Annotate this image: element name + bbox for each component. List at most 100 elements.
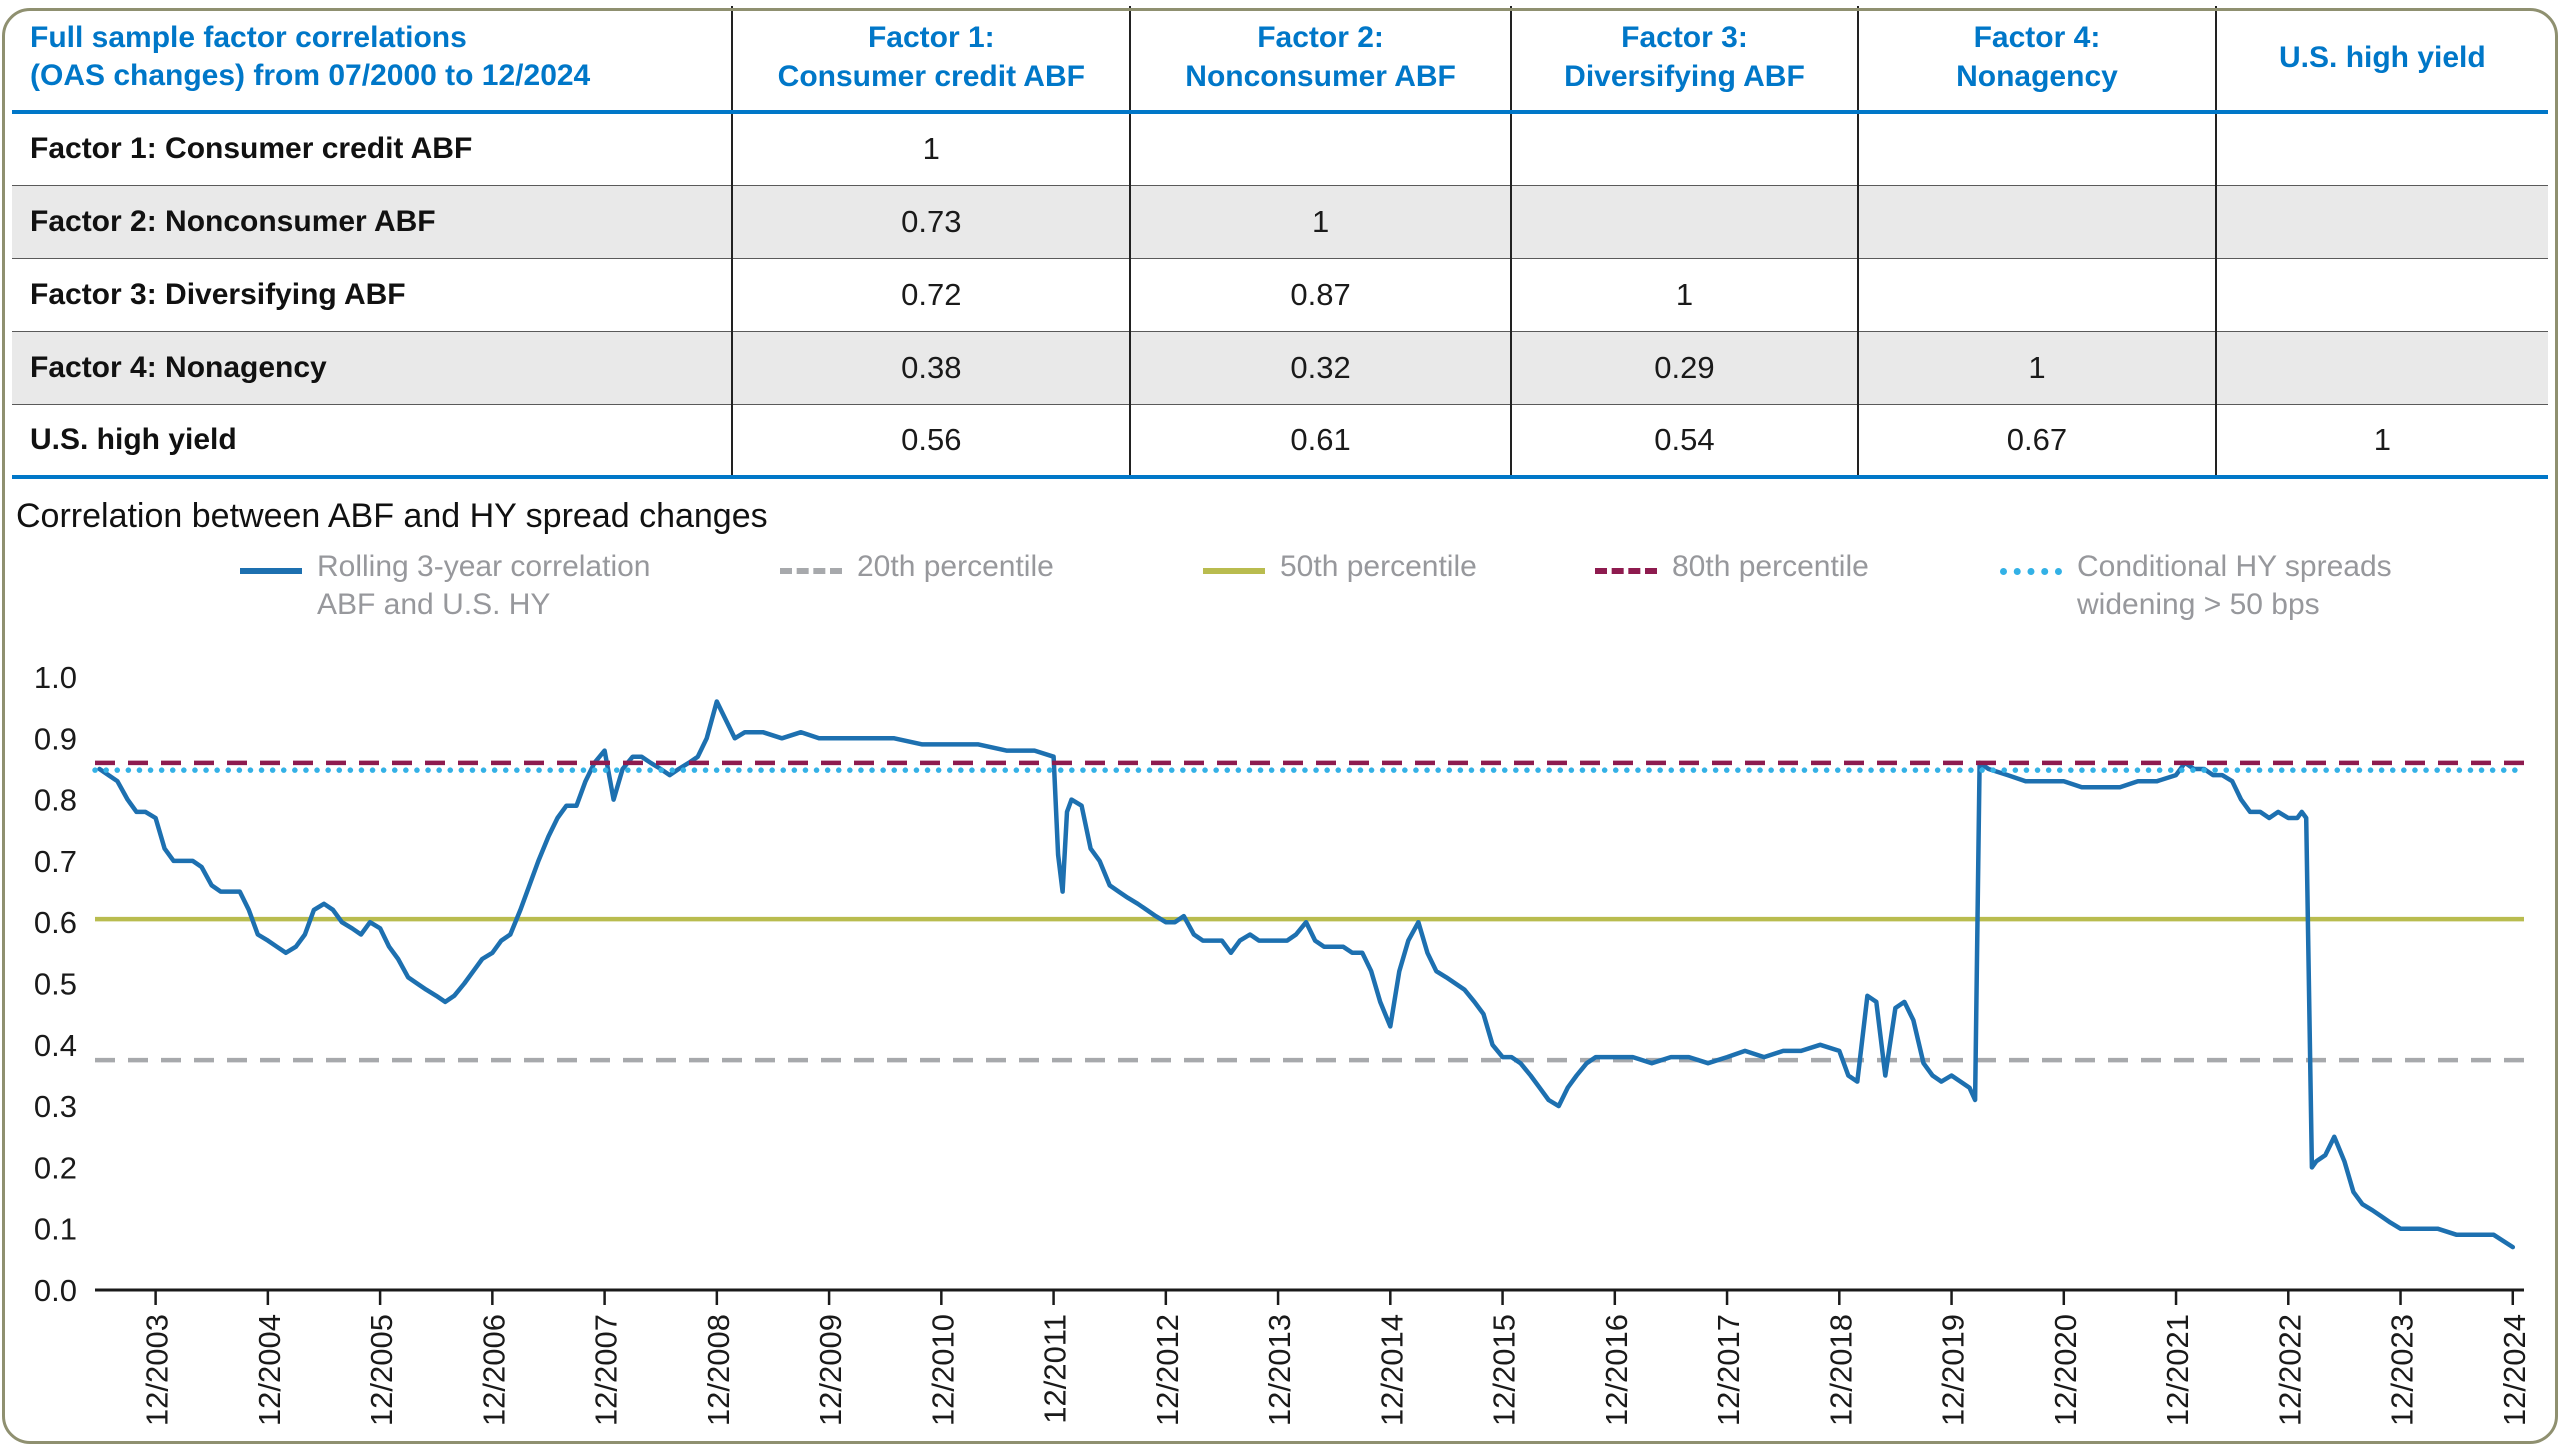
table-row: Factor 4: Nonagency 0.38 0.32 0.29 1	[12, 331, 2548, 404]
legend-swatch-dotted-icon	[2000, 568, 2062, 575]
legend-label-line: widening > 50 bps	[2077, 588, 2320, 622]
x-tick-label: 12/2024	[2497, 1314, 2532, 1426]
legend-item-3: 80th percentile	[1595, 548, 1869, 586]
col-header-line: Factor 1:	[867, 21, 995, 54]
chart-legend: Rolling 3-year correlation ABF and U.S. H…	[0, 548, 2560, 652]
col-header-1: Factor 1: Consumer credit ABF	[731, 6, 1131, 112]
col-header-4: Factor 4: Nonagency	[1857, 6, 2216, 112]
y-tick-label: 0.3	[34, 1089, 77, 1124]
x-tick-label: 12/2023	[2385, 1314, 2420, 1426]
legend-item-2: 50th percentile	[1203, 548, 1477, 586]
corr-cell: 0.72	[731, 258, 1131, 331]
row-label: Factor 1: Consumer credit ABF	[30, 132, 473, 166]
x-tick-label: 12/2017	[1711, 1314, 1746, 1426]
legend-label: 50th percentile	[1280, 548, 1477, 586]
legend-label-line: 20th percentile	[857, 550, 1054, 583]
corr-cell	[1857, 258, 2216, 331]
table-title-line: Full sample factor correlations	[30, 20, 467, 54]
table-row: Factor 2: Nonconsumer ABF 0.73 1	[12, 185, 2548, 258]
corr-cell	[2214, 331, 2548, 404]
col-header-5: U.S. high yield	[2214, 6, 2548, 112]
corr-cell	[1857, 185, 2216, 258]
row-label: Factor 2: Nonconsumer ABF	[30, 204, 436, 238]
legend-label-line: ABF and U.S. HY	[317, 588, 551, 622]
legend-label: 20th percentile	[857, 548, 1054, 586]
y-tick-label: 0.4	[34, 1028, 77, 1063]
x-tick-label: 12/2006	[476, 1314, 511, 1426]
x-tick-label: 12/2011	[1038, 1314, 1073, 1424]
col-header-line: Factor 4:	[1973, 21, 2101, 54]
corr-cell: 1	[1509, 258, 1859, 331]
x-tick-label: 12/2003	[140, 1314, 175, 1426]
corr-cell: 0.87	[1129, 258, 1511, 331]
corr-cell: 0.61	[1129, 404, 1511, 477]
chart-title: Correlation between ABF and HY spread ch…	[16, 497, 768, 535]
col-header-line: Diversifying ABF	[1564, 60, 1805, 93]
x-tick-label: 12/2004	[252, 1314, 287, 1426]
corr-cell: 1	[1857, 331, 2216, 404]
x-tick-label: 12/2021	[2160, 1314, 2195, 1426]
legend-item-0: Rolling 3-year correlation ABF and U.S. H…	[240, 548, 651, 625]
y-tick-label: 0.8	[34, 783, 77, 818]
corr-cell: 0.54	[1509, 404, 1859, 477]
legend-swatch-solid-icon	[240, 568, 302, 574]
legend-label-line: Conditional HY spreads	[2077, 550, 2392, 583]
legend-label-line: 80th percentile	[1672, 550, 1869, 583]
x-tick-label: 12/2015	[1487, 1314, 1522, 1426]
corr-cell	[1857, 112, 2216, 185]
col-header-line: Consumer credit ABF	[777, 60, 1085, 93]
y-tick-label: 0.2	[34, 1150, 77, 1185]
col-header-line: Factor 2:	[1257, 21, 1384, 54]
x-tick-label: 12/2010	[925, 1314, 960, 1426]
x-tick-label: 12/2022	[2272, 1314, 2307, 1426]
table-row: Factor 3: Diversifying ABF 0.72 0.87 1	[12, 258, 2548, 331]
col-header-line: Nonconsumer ABF	[1185, 60, 1456, 93]
y-tick-label: 0.0	[34, 1273, 77, 1308]
correlation-table: Full sample factor correlations (OAS chan…	[12, 6, 2548, 479]
col-header-line: Nonagency	[1956, 60, 2118, 93]
corr-cell: 1	[2214, 404, 2548, 477]
y-tick-label: 0.6	[34, 905, 77, 940]
corr-cell	[1129, 112, 1511, 185]
row-label: Factor 3: Diversifying ABF	[30, 277, 406, 311]
corr-cell	[2214, 258, 2548, 331]
x-tick-label: 12/2012	[1150, 1314, 1185, 1426]
y-tick-label: 0.5	[34, 967, 77, 1002]
col-header-line: Factor 3:	[1621, 21, 1748, 54]
corr-cell	[2214, 112, 2548, 185]
x-tick-label: 12/2008	[701, 1314, 736, 1426]
corr-cell	[2214, 185, 2548, 258]
table-title-line: (OAS changes) from 07/2000 to 12/2024	[30, 59, 591, 92]
y-tick-label: 1.0	[34, 660, 77, 695]
y-tick-label: 0.9	[34, 721, 77, 756]
x-tick-label: 12/2020	[2048, 1314, 2083, 1426]
row-label: U.S. high yield	[30, 422, 237, 456]
legend-label: Rolling 3-year correlation ABF and U.S. H…	[317, 548, 651, 625]
corr-cell	[1509, 185, 1859, 258]
x-tick-label: 12/2014	[1374, 1314, 1409, 1426]
legend-label: 80th percentile	[1672, 548, 1869, 586]
col-header-2: Factor 2: Nonconsumer ABF	[1129, 6, 1511, 112]
x-tick-label: 12/2013	[1262, 1314, 1297, 1426]
legend-label: Conditional HY spreads widening > 50 bps	[2077, 548, 2392, 625]
col-header-3: Factor 3: Diversifying ABF	[1509, 6, 1859, 112]
x-tick-label: 12/2009	[813, 1314, 848, 1426]
table-row: U.S. high yield 0.56 0.61 0.54 0.67 1	[12, 404, 2548, 477]
corr-cell: 1	[1129, 185, 1511, 258]
legend-item-4: Conditional HY spreads widening > 50 bps	[2000, 548, 2392, 625]
x-tick-label: 12/2016	[1599, 1314, 1634, 1426]
correlation-chart: 12/2003 12/2004 12/2005 12/2006 12/2007 12/20…	[34, 660, 2532, 1426]
x-tick-label: 12/2019	[1936, 1314, 1971, 1426]
row-label: Factor 4: Nonagency	[30, 350, 327, 384]
x-tick-label: 12/2018	[1823, 1314, 1858, 1426]
table-title: Full sample factor correlations (OAS chan…	[12, 6, 732, 112]
x-tick-label: 12/2005	[364, 1314, 399, 1426]
legend-item-1: 20th percentile	[780, 548, 1054, 586]
x-tick-label: 12/2007	[589, 1314, 624, 1426]
y-tick-label: 0.7	[34, 844, 77, 879]
legend-swatch-solid-icon	[1203, 568, 1265, 574]
y-tick-label: 0.1	[34, 1212, 77, 1247]
corr-cell: 0.32	[1129, 331, 1511, 404]
corr-cell: 1	[731, 112, 1131, 185]
corr-cell: 0.29	[1509, 331, 1859, 404]
